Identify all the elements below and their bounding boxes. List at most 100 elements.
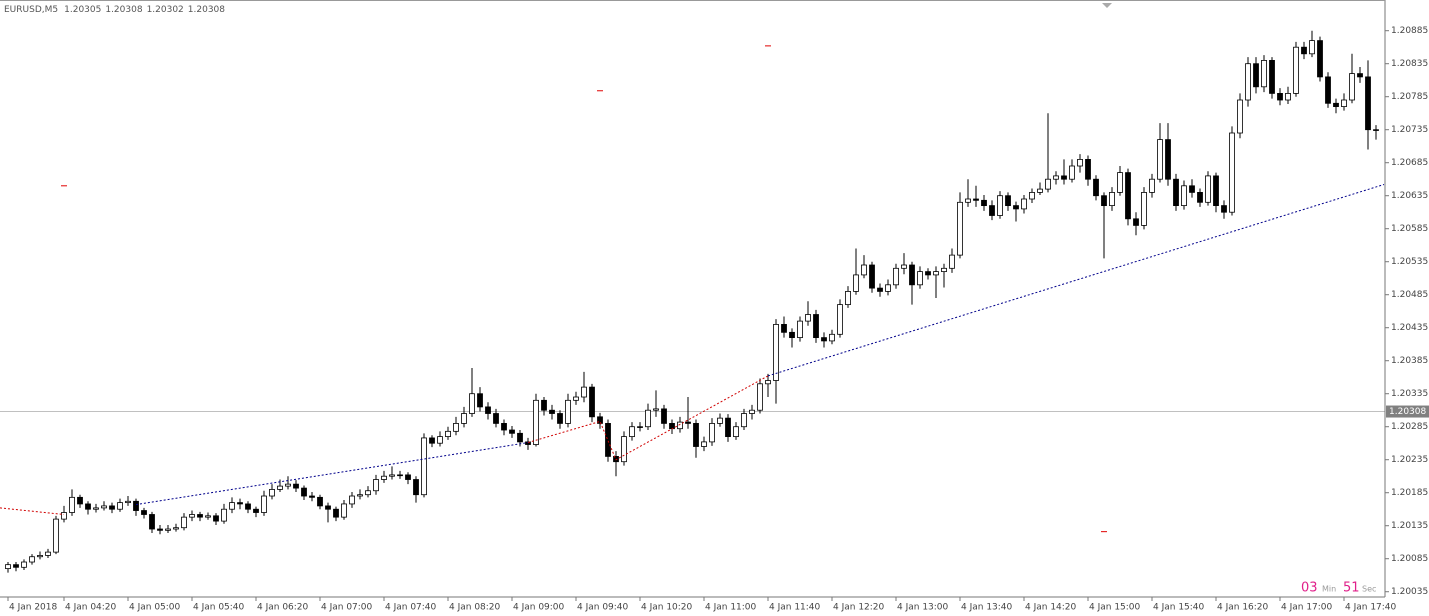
- candle-body: [693, 423, 699, 447]
- timer-min-label: Min: [1322, 585, 1336, 594]
- candle-body: [1165, 139, 1171, 180]
- candle-body: [941, 267, 947, 273]
- candle-body: [101, 505, 107, 509]
- candle-body: [501, 423, 507, 431]
- candle-body: [429, 437, 435, 444]
- y-tick-label: 1.20835: [1391, 59, 1428, 69]
- candle-body: [77, 496, 83, 505]
- candle-body: [1333, 102, 1339, 108]
- candle-body: [709, 423, 715, 443]
- candle-body: [973, 198, 979, 201]
- candle-body: [1013, 205, 1019, 210]
- candle-body: [557, 413, 563, 424]
- candle-body: [325, 505, 331, 510]
- candle-body: [181, 516, 187, 529]
- x-tick-label: 4 Jan 07:00: [321, 603, 373, 613]
- candle-body: [45, 551, 51, 556]
- y-tick-label: 1.20185: [1391, 488, 1428, 498]
- candle-body: [933, 271, 939, 276]
- candle-body: [1325, 76, 1331, 104]
- candle-body: [573, 396, 579, 401]
- candle-body: [757, 383, 763, 411]
- x-tick-label: 4 Jan 14:20: [1025, 603, 1077, 613]
- candle-body: [1341, 99, 1347, 108]
- candle-body: [157, 528, 163, 531]
- candle-body: [133, 500, 139, 511]
- candle-body: [1277, 93, 1283, 101]
- y-tick-label: 1.20235: [1391, 455, 1428, 465]
- candle-body: [733, 426, 739, 438]
- candle-body: [965, 198, 971, 203]
- candle-body: [1141, 192, 1147, 226]
- x-tick-label: 4 Jan 06:20: [257, 603, 309, 613]
- candle-body: [549, 409, 555, 414]
- candle-body: [669, 423, 675, 430]
- x-tick-label: 4 Jan 17:00: [1281, 603, 1333, 613]
- candle-body: [1221, 205, 1227, 213]
- candle-body: [1117, 172, 1123, 193]
- candle-body: [1045, 178, 1051, 190]
- candle-body: [301, 487, 307, 497]
- candle-body: [1229, 132, 1235, 213]
- candle-body: [285, 483, 291, 487]
- y-tick-label: 1.20735: [1391, 125, 1428, 135]
- candle-body: [629, 426, 635, 438]
- candle-body: [541, 399, 547, 411]
- x-tick-label: 4 Jan 07:40: [385, 603, 437, 613]
- candle-body: [205, 515, 211, 518]
- y-tick-label: 1.20035: [1391, 587, 1428, 597]
- x-tick-label: 4 Jan 08:20: [449, 603, 501, 613]
- candle-body: [677, 421, 683, 430]
- header-price: 1.20308: [105, 5, 142, 15]
- y-tick-label: 1.20385: [1391, 356, 1428, 366]
- candle-body: [885, 284, 891, 292]
- candle-body: [1157, 139, 1163, 180]
- shift-marker: [1102, 3, 1112, 8]
- candle-body: [1317, 40, 1323, 78]
- candle-body: [389, 474, 395, 477]
- y-tick-label: 1.20885: [1391, 26, 1428, 36]
- candle-body: [1309, 40, 1315, 55]
- y-tick-label: 1.20435: [1391, 323, 1428, 333]
- candle-body: [1133, 218, 1139, 226]
- candle-body: [509, 429, 515, 434]
- y-tick-label: 1.20585: [1391, 224, 1428, 234]
- header-price: 1.20302: [147, 5, 184, 15]
- candle-body: [117, 502, 123, 510]
- timer-seconds: 51: [1343, 581, 1360, 596]
- x-tick-label: 4 Jan 05:40: [193, 603, 245, 613]
- x-tick-label: 4 Jan 13:00: [897, 603, 949, 613]
- y-tick-label: 1.20485: [1391, 290, 1428, 300]
- candle-body: [349, 495, 355, 505]
- candle-body: [269, 489, 275, 497]
- candle-body: [1173, 178, 1179, 207]
- candle-body: [189, 514, 195, 518]
- candle-body: [685, 421, 691, 424]
- candle-body: [293, 483, 299, 489]
- candle-body: [581, 386, 587, 398]
- candle-body: [949, 254, 955, 269]
- candle-body: [381, 475, 387, 480]
- candle-body: [405, 474, 411, 480]
- candle-body: [13, 564, 19, 568]
- candle-body: [173, 527, 179, 530]
- candle-body: [589, 386, 595, 418]
- candle-body: [869, 264, 875, 289]
- candle-body: [245, 503, 251, 510]
- y-tick-label: 1.20685: [1391, 158, 1428, 168]
- candle-body: [805, 314, 811, 322]
- candle-body: [365, 490, 371, 496]
- candle-body: [565, 399, 571, 424]
- candle-body: [781, 324, 787, 333]
- x-tick-label: 4 Jan 2018: [9, 603, 57, 613]
- candle-body: [1021, 198, 1027, 210]
- candle-body: [749, 409, 755, 414]
- x-tick-label: 4 Jan 12:20: [833, 603, 885, 613]
- candle-body: [701, 441, 707, 447]
- candle-body: [29, 556, 35, 563]
- candle-body: [525, 441, 531, 445]
- candle-body: [141, 510, 147, 515]
- y-tick-label: 1.20335: [1391, 389, 1428, 399]
- candle-body: [1069, 165, 1075, 180]
